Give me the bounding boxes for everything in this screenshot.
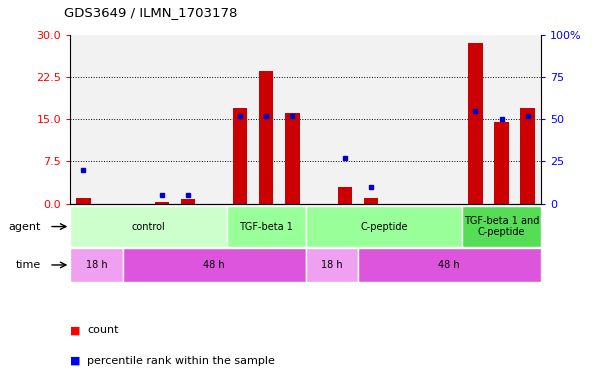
Bar <box>306 248 358 281</box>
Bar <box>364 198 378 204</box>
Bar <box>494 122 509 204</box>
Text: time: time <box>15 260 40 270</box>
Bar <box>76 198 90 204</box>
Bar <box>337 187 352 204</box>
Text: 48 h: 48 h <box>203 260 225 270</box>
Text: percentile rank within the sample: percentile rank within the sample <box>87 356 275 366</box>
Text: control: control <box>132 222 166 232</box>
Bar <box>70 206 227 247</box>
Bar <box>306 206 463 247</box>
Bar <box>463 206 541 247</box>
Text: ■: ■ <box>70 325 81 335</box>
Bar <box>521 108 535 204</box>
Text: 48 h: 48 h <box>439 260 460 270</box>
Bar <box>233 108 247 204</box>
Text: TGF-beta 1 and
C-peptide: TGF-beta 1 and C-peptide <box>464 216 540 237</box>
Bar <box>70 248 123 281</box>
Text: TGF-beta 1: TGF-beta 1 <box>240 222 293 232</box>
Bar <box>227 206 306 247</box>
Text: GDS3649 / ILMN_1703178: GDS3649 / ILMN_1703178 <box>64 6 238 19</box>
Text: 18 h: 18 h <box>321 260 342 270</box>
Bar <box>123 248 306 281</box>
Bar <box>468 43 483 204</box>
Bar <box>259 71 274 204</box>
Text: 18 h: 18 h <box>86 260 107 270</box>
Bar <box>181 199 195 204</box>
Text: C-peptide: C-peptide <box>360 222 408 232</box>
Bar <box>155 202 169 204</box>
Text: ■: ■ <box>70 356 81 366</box>
Text: count: count <box>87 325 119 335</box>
Text: agent: agent <box>9 222 40 232</box>
Bar <box>358 248 541 281</box>
Bar <box>285 113 299 204</box>
